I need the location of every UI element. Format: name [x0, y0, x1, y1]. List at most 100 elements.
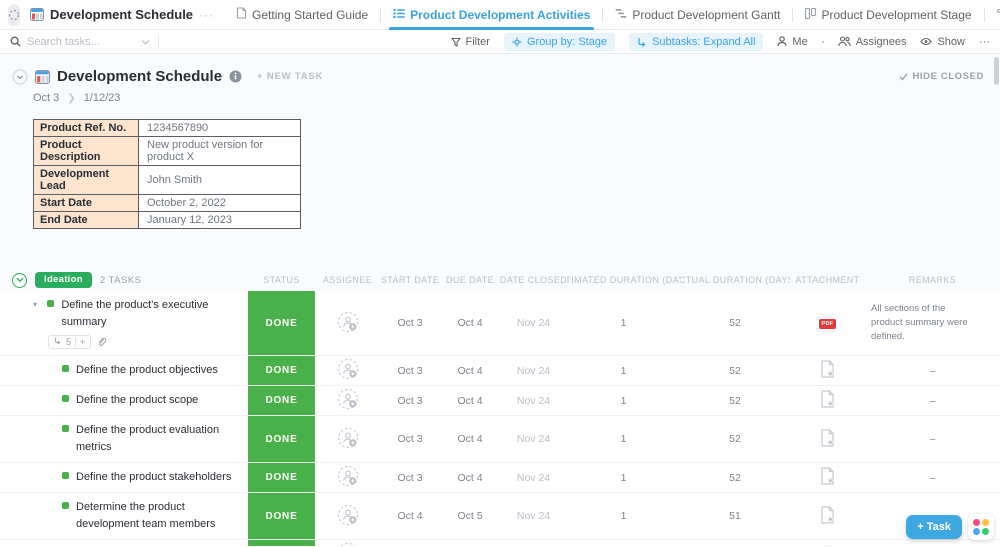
assignee-cell[interactable]: [315, 291, 380, 355]
task-status-bullet[interactable]: [62, 365, 69, 373]
task-name-cell[interactable]: Define the product objectives: [0, 356, 248, 385]
column-header[interactable]: REMARKS: [908, 275, 957, 285]
date-closed-cell[interactable]: Nov 24: [516, 394, 551, 407]
task-name-cell[interactable]: Define the product evaluation metrics: [0, 416, 248, 462]
start-date[interactable]: Oct 3: [33, 92, 60, 104]
hide-closed-button[interactable]: HIDE CLOSED: [899, 71, 984, 82]
task-name[interactable]: Define the product scope: [76, 394, 199, 407]
actual-duration-cell[interactable]: 52: [729, 471, 741, 484]
assignee-cell[interactable]: [315, 540, 380, 546]
group-by-button[interactable]: Group by: Stage: [503, 32, 616, 51]
assignee-add-icon[interactable]: [337, 311, 359, 336]
task-name[interactable]: Define the product objectives: [76, 364, 218, 377]
task-name[interactable]: Define the product's executive summary: [61, 299, 209, 329]
due-date-cell[interactable]: Oct 4: [457, 433, 483, 446]
column-header[interactable]: DUE DATE: [445, 275, 495, 285]
status-done-button[interactable]: DONE: [248, 463, 315, 493]
info-icon[interactable]: [229, 70, 242, 83]
start-date-cell[interactable]: Oct 3: [397, 394, 423, 407]
attachment-cell[interactable]: [790, 356, 865, 385]
column-header[interactable]: ESTIMATED DURATION (DAYS): [567, 275, 680, 285]
attachment-cell[interactable]: PDF: [790, 540, 865, 546]
assignee-cell[interactable]: [315, 416, 380, 462]
due-date-cell[interactable]: Oct 4: [457, 394, 483, 407]
workspace-loader-button[interactable]: [8, 3, 20, 26]
end-date[interactable]: 1/12/23: [83, 92, 121, 104]
task-expand-chevron-icon[interactable]: ▾: [33, 300, 38, 309]
info-value[interactable]: October 2, 2022: [138, 194, 301, 212]
assignee-cell[interactable]: [315, 386, 380, 415]
attachment-doc-icon[interactable]: [820, 467, 835, 488]
estimated-duration-cell[interactable]: 1: [620, 433, 627, 446]
tab-timeline[interactable]: Timeline: [985, 0, 1000, 30]
new-task-header-button[interactable]: + NEW TASK: [257, 71, 324, 82]
task-name[interactable]: Define the product stakeholders: [76, 471, 232, 484]
search-input[interactable]: Search tasks...: [10, 36, 150, 48]
task-name[interactable]: Determine the product development team m…: [76, 501, 216, 531]
start-date-cell[interactable]: Oct 3: [397, 317, 423, 330]
info-value[interactable]: New product version for product X: [138, 136, 301, 166]
status-done-button[interactable]: DONE: [248, 416, 315, 463]
assignee-add-icon[interactable]: [337, 504, 359, 529]
start-date-cell[interactable]: Oct 4: [397, 510, 423, 523]
chevron-down-icon[interactable]: [141, 39, 150, 45]
assignee-add-icon[interactable]: [337, 358, 359, 383]
due-date-cell[interactable]: Oct 4: [457, 471, 483, 484]
attachment-doc-icon[interactable]: [820, 506, 835, 527]
status-done-button[interactable]: DONE: [248, 493, 315, 540]
add-subtask-button[interactable]: +: [80, 337, 86, 348]
start-date-cell[interactable]: Oct 6: [380, 540, 440, 546]
collapse-list-icon[interactable]: [12, 68, 28, 85]
column-header[interactable]: START DATE: [380, 275, 440, 285]
attachment-cell[interactable]: [790, 493, 865, 539]
start-date-cell[interactable]: Oct 3: [397, 364, 423, 377]
attachment-cell[interactable]: [790, 386, 865, 415]
start-date-cell[interactable]: Oct 3: [397, 471, 423, 484]
column-header[interactable]: DATE CLOSED: [500, 275, 567, 285]
task-name-cell[interactable]: Define the product scope: [0, 386, 248, 415]
attachment-pdf-icon[interactable]: PDF: [819, 545, 836, 546]
task-status-bullet[interactable]: [62, 425, 69, 433]
attachment-doc-icon[interactable]: [820, 390, 835, 411]
remarks-cell[interactable]: –: [865, 356, 1000, 385]
group-stage-pill[interactable]: Ideation: [35, 272, 92, 288]
status-done-button[interactable]: DONE: [248, 386, 315, 416]
assignee-cell[interactable]: [315, 493, 380, 539]
due-date-cell[interactable]: Oct 7: [440, 540, 500, 546]
actual-duration-cell[interactable]: 52: [729, 364, 741, 377]
estimated-duration-cell[interactable]: 1: [567, 540, 680, 546]
attachment-cell[interactable]: PDF: [790, 291, 865, 355]
due-date-cell[interactable]: Oct 5: [457, 510, 483, 523]
task-status-bullet[interactable]: [62, 472, 69, 480]
me-filter-button[interactable]: Me: [777, 36, 808, 48]
assignee-add-icon[interactable]: [337, 388, 359, 413]
vertical-scrollbar[interactable]: [994, 57, 999, 85]
assignee-add-icon[interactable]: [337, 465, 359, 490]
estimated-duration-cell[interactable]: 1: [620, 510, 627, 523]
task-status-bullet[interactable]: [62, 502, 69, 510]
apps-grid-button[interactable]: [968, 514, 994, 540]
assignees-button[interactable]: Assignees: [838, 36, 906, 48]
remarks-cell[interactable]: –: [865, 540, 1000, 546]
paperclip-icon[interactable]: [97, 337, 107, 348]
column-header[interactable]: ATTACHMENT: [795, 275, 860, 285]
status-done-button[interactable]: DONE: [248, 356, 315, 386]
date-range[interactable]: Oct 3 ❯ 1/12/23: [0, 85, 1000, 104]
task-name-cell[interactable]: Define the product stakeholders: [0, 463, 248, 492]
estimated-duration-cell[interactable]: 1: [620, 364, 627, 377]
remarks-cell[interactable]: –: [865, 386, 1000, 415]
attachment-cell[interactable]: [790, 416, 865, 462]
actual-duration-cell[interactable]: 52: [729, 433, 741, 446]
estimated-duration-cell[interactable]: 1: [620, 317, 627, 330]
tab-product-development-gantt[interactable]: Product Development Gantt: [603, 0, 792, 30]
add-task-fab-button[interactable]: + Task: [906, 515, 962, 539]
info-value[interactable]: 1234567890: [138, 119, 301, 137]
attachment-cell[interactable]: [790, 463, 865, 492]
info-value[interactable]: January 12, 2023: [138, 211, 301, 229]
due-date-cell[interactable]: Oct 4: [457, 364, 483, 377]
group-collapse-chevron-icon[interactable]: [12, 272, 27, 288]
actual-duration-cell[interactable]: 52: [729, 317, 741, 330]
subtask-count-badge[interactable]: 5 +: [48, 335, 92, 350]
start-date-cell[interactable]: Oct 3: [397, 433, 423, 446]
attachment-doc-icon[interactable]: [820, 429, 835, 450]
